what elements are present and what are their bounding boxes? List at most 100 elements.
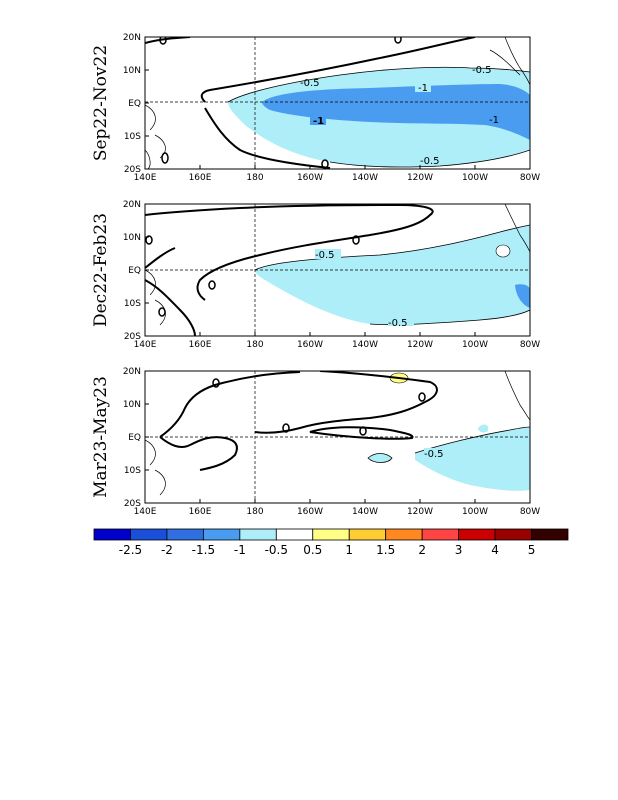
- colorbar-label: 3: [455, 543, 463, 557]
- colorbar-swatch: [312, 528, 350, 541]
- panel-2-period-label: Dec22-Feb23: [91, 213, 111, 327]
- colorbar-label: 0.5: [303, 543, 322, 557]
- contour-label: -0.5: [424, 449, 444, 460]
- contour-label: -1: [418, 83, 428, 94]
- colorbar-label: -1.5: [192, 543, 215, 557]
- colorbar-swatch: [93, 528, 131, 541]
- map-panel-2: [145, 204, 530, 336]
- colorbar-swatch: [275, 528, 314, 541]
- map-panel-1: [145, 37, 530, 169]
- lon-tick-label: 120W: [407, 173, 433, 183]
- lon-tick-label: 140W: [352, 173, 378, 183]
- lat-tick-label: 20S: [124, 499, 141, 509]
- colorbar-label: -2.5: [119, 543, 142, 557]
- lon-tick-label: 80W: [520, 340, 540, 350]
- anomaly-fill-neg05: [415, 427, 530, 491]
- map-panel-3: [145, 371, 530, 503]
- lat-tick-label: 10N: [123, 66, 141, 76]
- lon-tick-label: 180: [246, 340, 263, 350]
- lon-tick-label: 160W: [297, 507, 323, 517]
- lon-tick-label: 180: [246, 507, 263, 517]
- contour-label: -0.5: [472, 65, 492, 76]
- contour-label: -1: [313, 116, 324, 127]
- colorbar-swatch: [458, 528, 496, 541]
- colorbar-label: 5: [528, 543, 536, 557]
- lon-tick-label: 100W: [462, 173, 488, 183]
- colorbar-label: -0.5: [265, 543, 288, 557]
- lon-tick-label: 140E: [134, 340, 157, 350]
- lon-tick-label: 100W: [462, 340, 488, 350]
- zero-contour-3: [159, 371, 438, 438]
- zero-contour-2b: [145, 247, 196, 336]
- lon-tick-label: 140E: [134, 507, 157, 517]
- lat-tick-label: 20N: [123, 200, 141, 210]
- contour-label: -0.5: [388, 318, 408, 329]
- thin-contour-1: [227, 66, 530, 103]
- lon-tick-label: 160E: [189, 507, 212, 517]
- zero-ring-4: [321, 159, 329, 169]
- lon-tick-label: 120W: [407, 340, 433, 350]
- lat-tick-label: EQ: [128, 433, 141, 443]
- zero-contour-1: [200, 37, 476, 103]
- panel-3-period-label: Mar23-May23: [91, 376, 111, 498]
- anomaly-fill-neg1: [262, 84, 530, 140]
- colorbar-swatch: [166, 528, 204, 541]
- lon-tick-label: 80W: [520, 173, 540, 183]
- colorbar-swatch: [421, 528, 460, 541]
- colorbar: -2.5 -2 -1.5 -1 -0.5 0.5 1 1.5 2 3 4 5: [93, 528, 569, 557]
- contour-label: -1: [489, 115, 499, 126]
- lat-tick-label: 10N: [123, 400, 141, 410]
- contour-label: -0.5: [315, 250, 335, 261]
- colorbar-label: -1: [234, 543, 246, 557]
- colorbar-swatch: [130, 528, 168, 541]
- lat-tick-label: EQ: [128, 266, 141, 276]
- lon-tick-label: 80W: [520, 507, 540, 517]
- lon-tick-label: 160E: [189, 340, 212, 350]
- colorbar-swatch: [531, 528, 569, 541]
- zero-contour-1b: [204, 107, 331, 169]
- thin-contour-1b: [329, 149, 530, 168]
- lon-tick-label: 120W: [407, 507, 433, 517]
- anomaly-fill-small: [478, 424, 489, 433]
- zero-ring-3: [161, 152, 169, 164]
- colorbar-label: 2: [418, 543, 426, 557]
- lat-tick-label: 20S: [124, 165, 141, 175]
- zero-contour-3c: [159, 436, 238, 471]
- lat-tick-label: 10S: [124, 132, 141, 142]
- panel-1-period-label: Sep22-Nov22: [91, 45, 111, 161]
- zero-contour-1c: [145, 37, 191, 44]
- zero-ring-1: [159, 37, 167, 45]
- lat-tick-label: 10N: [123, 233, 141, 243]
- lon-tick-label: 140W: [352, 340, 378, 350]
- colorbar-swatch: [202, 528, 241, 541]
- lon-tick-label: 140W: [352, 507, 378, 517]
- lon-tick-label: 160E: [189, 173, 212, 183]
- colorbar-label: 4: [491, 543, 499, 557]
- lon-tick-label: 160W: [297, 340, 323, 350]
- colorbar-label: 1.5: [376, 543, 395, 557]
- coastline-west-1: [145, 104, 166, 169]
- lon-tick-label: 140E: [134, 173, 157, 183]
- anomaly-fill-small: [515, 284, 530, 308]
- colorbar-label: -2: [161, 543, 173, 557]
- lon-tick-label: 100W: [462, 507, 488, 517]
- lat-tick-label: 10S: [124, 466, 141, 476]
- colorbar-label: 1: [345, 543, 353, 557]
- colorbar-swatch: [239, 528, 277, 541]
- lat-tick-label: 10S: [124, 299, 141, 309]
- lat-tick-label: EQ: [128, 99, 141, 109]
- lat-tick-label: 20N: [123, 367, 141, 377]
- coastline-americas-1: [489, 37, 530, 86]
- zero-ring-2: [394, 37, 402, 44]
- colorbar-swatch: [385, 528, 423, 541]
- lat-tick-label: 20N: [123, 33, 141, 43]
- lon-tick-label: 180: [246, 173, 263, 183]
- anomaly-fill-small: [368, 453, 392, 463]
- lat-tick-label: 20S: [124, 332, 141, 342]
- anomaly-fill-neg05: [255, 225, 530, 325]
- lon-tick-label: 160W: [297, 173, 323, 183]
- zero-contour-3b: [309, 426, 414, 440]
- contour-label: -0.5: [420, 156, 440, 167]
